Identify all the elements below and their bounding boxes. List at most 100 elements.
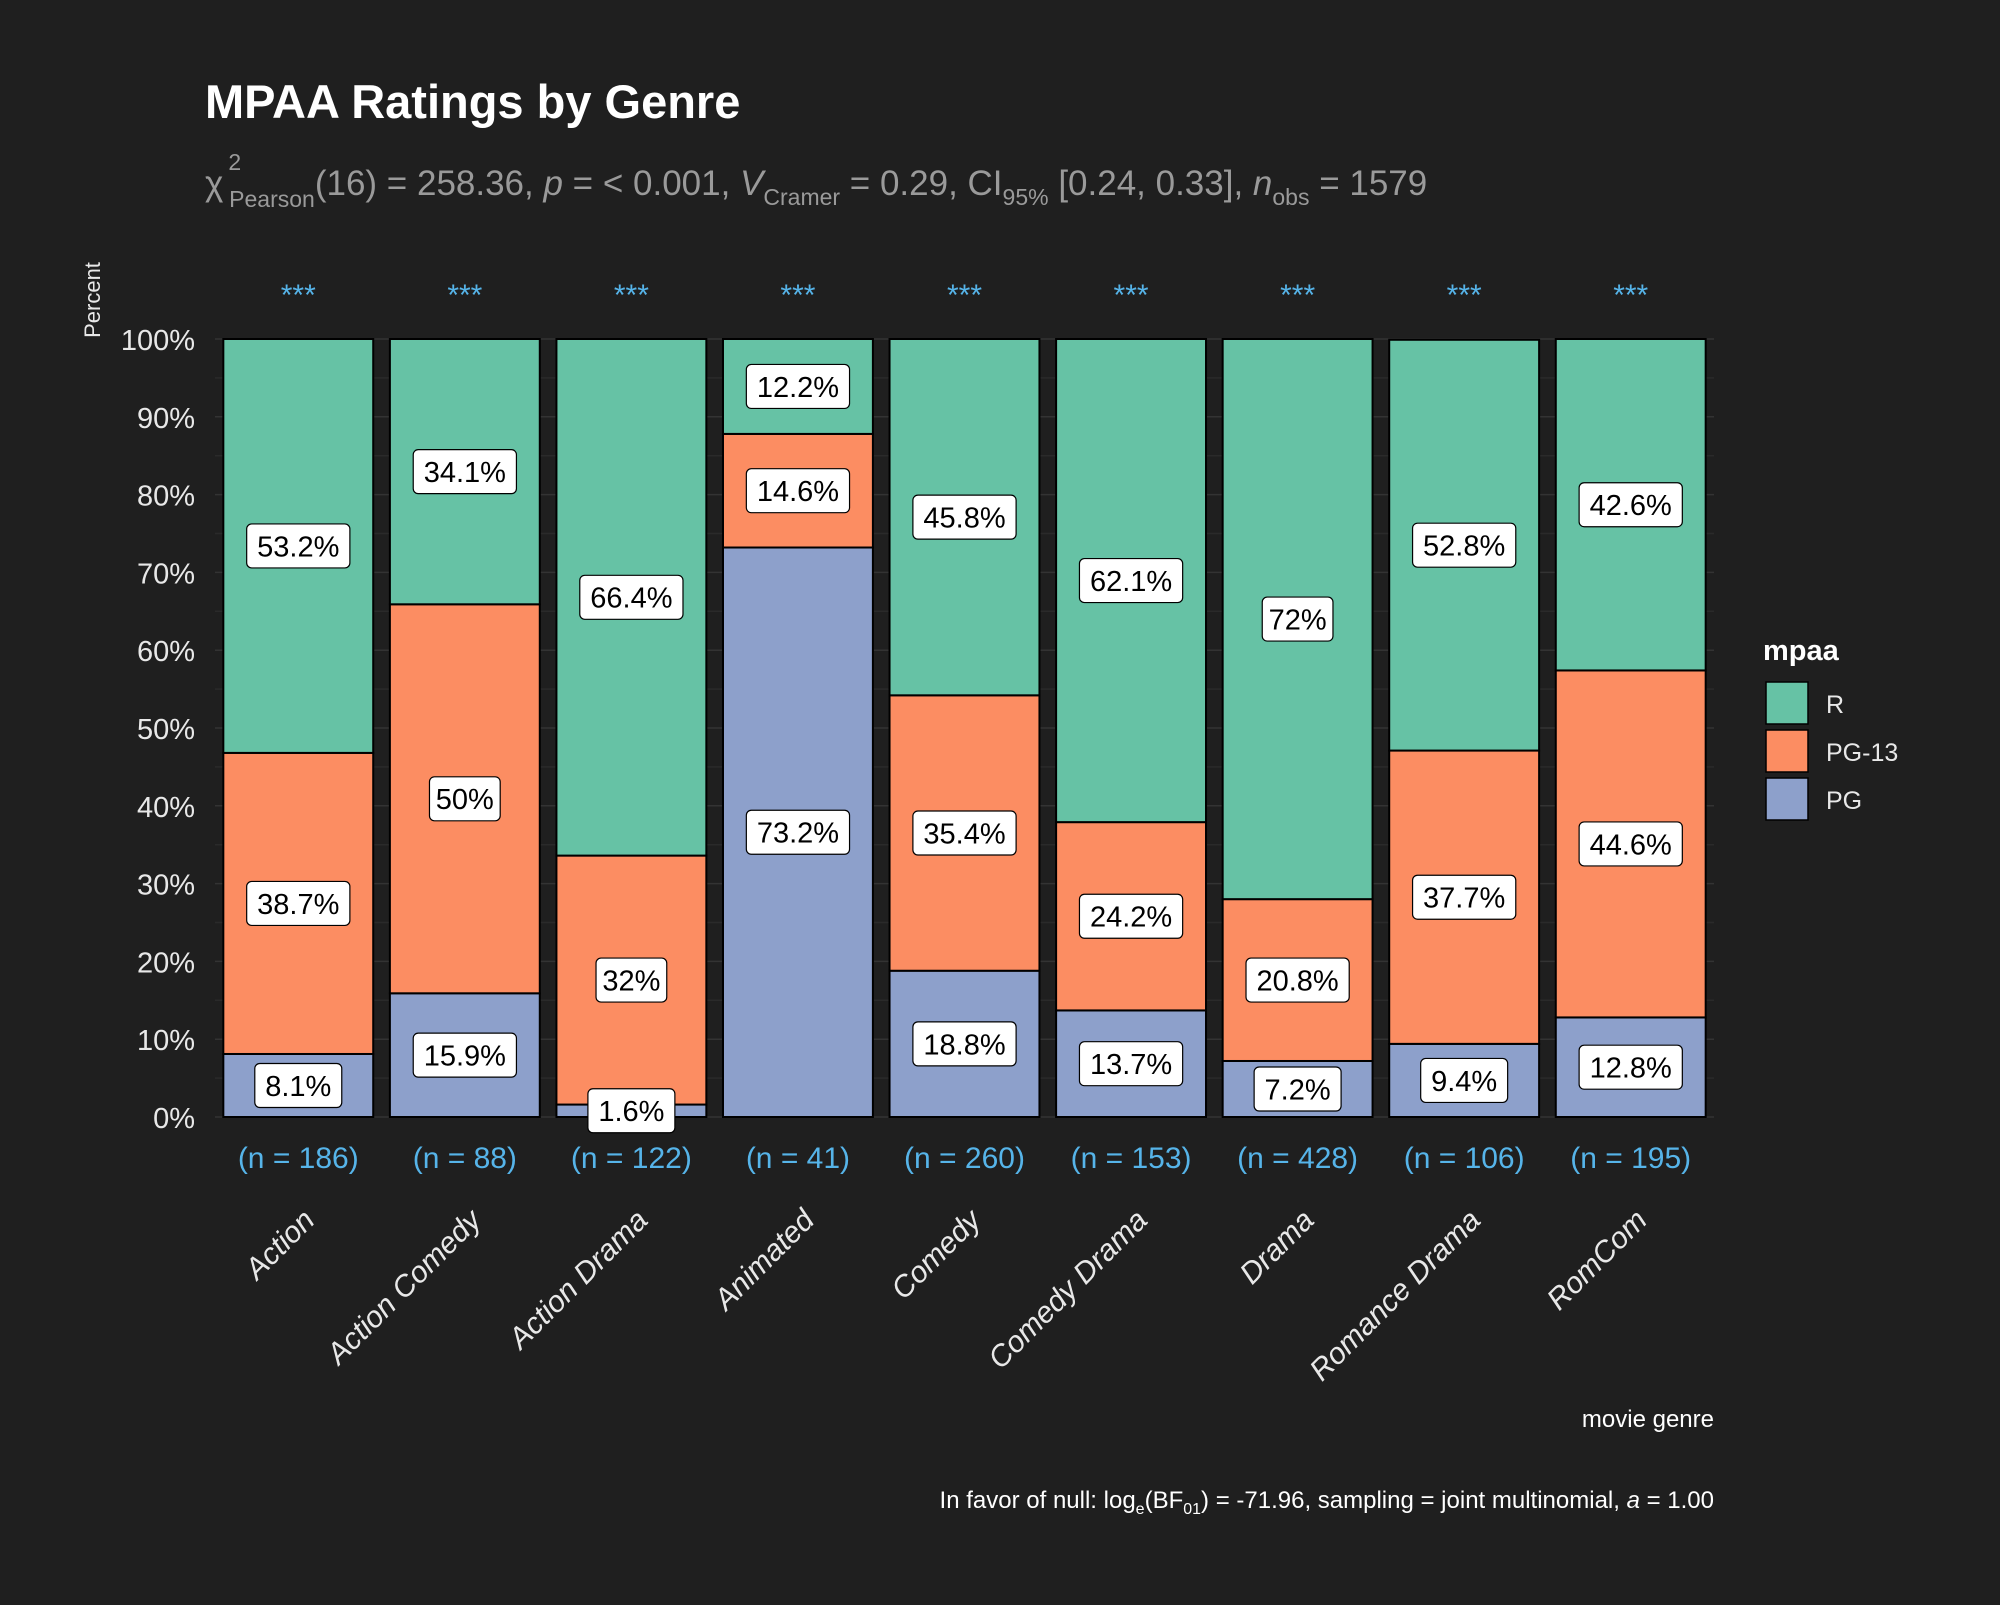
significance-label: ***	[1280, 279, 1315, 312]
significance-label: ***	[1613, 279, 1648, 312]
data-label-box	[1420, 1057, 1509, 1104]
legend-entries: R PG-13 PG	[1765, 681, 1898, 821]
data-label-box	[587, 1088, 676, 1134]
data-label-box	[579, 574, 684, 620]
chart-caption: In favor of null: loge(BF01) = -71.96, s…	[940, 1487, 1714, 1518]
x-tick-label: Drama	[1234, 1204, 1321, 1291]
data-label: 44.6%	[1590, 829, 1672, 861]
data-label: 72%	[1269, 605, 1327, 637]
data-label: 38.7%	[257, 889, 339, 921]
data-label-box	[1261, 596, 1334, 642]
subtitle-n: n	[1253, 164, 1272, 203]
data-label-box	[246, 880, 351, 927]
data-label: 15.9%	[424, 1041, 506, 1073]
data-label: 20.8%	[1256, 966, 1338, 998]
x-tick-label: Animated	[707, 1203, 822, 1318]
chart-title: MPAA Ratings by Genre	[205, 75, 740, 128]
y-tick-label: 0%	[153, 1103, 195, 1135]
x-tick-label: RomCom	[1541, 1204, 1654, 1317]
chart-subtitle: χ2 Pearson(16) = 258.36, p = < 0.001, VCr…	[205, 149, 1427, 212]
count-label: (n = 88)	[413, 1142, 517, 1175]
data-label-box	[428, 776, 501, 822]
subtitle-part2: = < 0.001,	[563, 164, 740, 203]
caption-prefix: In favor of null: log	[940, 1487, 1136, 1514]
data-label: 34.1%	[424, 457, 506, 489]
significance-label: ***	[947, 279, 982, 312]
x-tick-label: Comedy	[885, 1202, 989, 1306]
significance-label: ***	[281, 279, 316, 312]
y-axis-title: Percent	[80, 262, 105, 338]
legend-label: PG-13	[1826, 739, 1898, 767]
y-tick-label: 60%	[137, 636, 195, 668]
data-label: 13.7%	[1090, 1049, 1172, 1081]
x-tick-label: Action Comedy	[319, 1202, 489, 1372]
x-axis-title: movie genre	[1582, 1406, 1714, 1433]
legend-label: PG	[1826, 787, 1862, 815]
data-label-box	[912, 1021, 1017, 1067]
y-tick-label: 100%	[121, 325, 195, 357]
x-tick-label: Comedy Drama	[982, 1204, 1154, 1376]
significance-label: ***	[780, 279, 815, 312]
x-tick-label: Romance Drama	[1303, 1204, 1487, 1388]
legend: mpaa R PG-13 PG	[1763, 635, 1898, 821]
subtitle-part5: = 1579	[1309, 164, 1427, 203]
y-tick-label: 20%	[137, 947, 195, 979]
count-label-layer: (n = 186) (n = 88) (n = 122) (n = 41) (n = 2…	[238, 1142, 1691, 1175]
subtitle-v-sub: Cramer	[763, 184, 840, 210]
subtitle-chi: χ	[205, 164, 223, 203]
y-tick-label: 70%	[137, 558, 195, 590]
data-label: 66.4%	[590, 583, 672, 615]
data-label-box	[1411, 522, 1517, 568]
caption-suffix1: ) = -71.96, sampling = joint multinomial…	[1201, 1487, 1627, 1514]
data-label-box	[1078, 557, 1184, 604]
data-label: 14.6%	[757, 476, 839, 508]
caption-a: a	[1627, 1487, 1640, 1514]
data-label: 53.2%	[257, 531, 339, 563]
data-label-layer: 8.1% 38.7% 53.2% 15.9% 50% 34.1% 1.6% 32% 66.4% 7…	[246, 363, 1683, 1134]
legend-swatch	[1765, 729, 1809, 773]
data-label: 35.4%	[923, 818, 1005, 850]
data-label-box	[595, 957, 668, 1003]
data-label: 8.1%	[265, 1071, 331, 1103]
count-label: (n = 260)	[904, 1142, 1025, 1175]
data-label-box	[1245, 957, 1350, 1003]
y-tick-label: 30%	[137, 870, 195, 902]
subtitle-v: V	[740, 164, 767, 203]
data-label: 7.2%	[1265, 1074, 1331, 1106]
data-label-box	[412, 449, 518, 495]
data-label: 62.1%	[1090, 566, 1172, 598]
count-label: (n = 153)	[1071, 1142, 1192, 1175]
data-label: 73.2%	[757, 818, 839, 850]
count-label: (n = 41)	[746, 1142, 850, 1175]
subtitle-p: p	[542, 164, 562, 203]
caption-mid: (BF	[1145, 1487, 1184, 1514]
subtitle-part1: (16) = 258.36,	[315, 164, 544, 203]
caption-suffix2: = 1.00	[1640, 1487, 1714, 1514]
data-label-box	[1578, 482, 1683, 528]
count-label: (n = 428)	[1237, 1142, 1358, 1175]
count-label: (n = 106)	[1404, 1142, 1525, 1175]
data-label-box	[745, 363, 851, 410]
significance-label: ***	[1114, 279, 1149, 312]
subtitle-chi-sup: 2	[228, 149, 241, 175]
count-label: (n = 195)	[1570, 1142, 1691, 1175]
data-label: 24.2%	[1090, 902, 1172, 934]
data-label: 1.6%	[598, 1096, 664, 1128]
legend-swatch	[1765, 681, 1809, 725]
data-label-box	[254, 1062, 343, 1109]
data-label-box	[1078, 893, 1184, 939]
data-label-box	[1078, 1041, 1184, 1087]
subtitle-part3: = 0.29, CI	[840, 164, 1002, 203]
count-label: (n = 186)	[238, 1142, 359, 1175]
x-tick-labels: Action Action Comedy Action Drama Animated C…	[238, 1202, 1654, 1387]
subtitle-chi-sub: Pearson	[229, 186, 315, 212]
data-label: 12.2%	[757, 372, 839, 404]
data-label: 37.7%	[1423, 883, 1505, 915]
legend-label: R	[1826, 691, 1844, 719]
caption-log-sub: e	[1136, 1501, 1145, 1518]
significance-label: ***	[1447, 279, 1482, 312]
caption-bf-sub: 01	[1183, 1501, 1201, 1518]
y-tick-label: 50%	[137, 714, 195, 746]
